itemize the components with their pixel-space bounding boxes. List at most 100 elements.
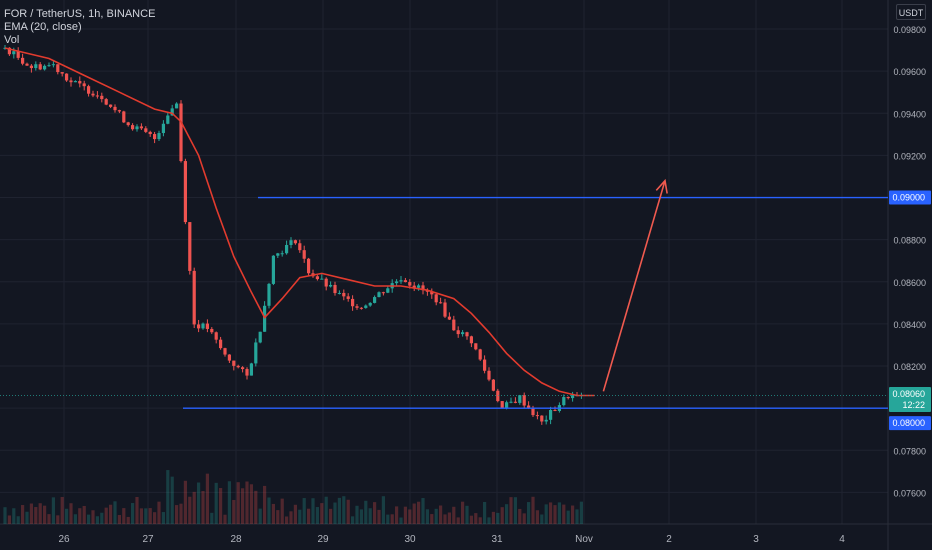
candle-body bbox=[469, 336, 473, 344]
candle-body bbox=[7, 47, 11, 55]
symbol-label[interactable]: FOR / TetherUS, 1h, BINANCE bbox=[4, 8, 156, 20]
volume-bar bbox=[302, 498, 306, 524]
candle-body bbox=[236, 365, 240, 368]
volume-bar bbox=[417, 501, 421, 524]
volume-bar bbox=[29, 503, 33, 524]
resistance-price-badge bbox=[889, 190, 931, 205]
volume-bar bbox=[21, 505, 25, 524]
candle-body bbox=[117, 110, 121, 112]
volume-bar bbox=[139, 508, 143, 524]
volume-indicator-label[interactable]: Vol bbox=[4, 34, 20, 46]
volume-bar bbox=[166, 470, 170, 524]
volume-bar bbox=[60, 496, 64, 524]
candle-body bbox=[553, 409, 557, 412]
volume-bar bbox=[390, 514, 394, 524]
volume-bar bbox=[148, 508, 152, 524]
candle-body bbox=[346, 296, 350, 299]
candle-body bbox=[386, 288, 390, 293]
volume-bar bbox=[298, 509, 302, 524]
volume-bar bbox=[447, 512, 451, 524]
candle-body bbox=[531, 408, 535, 416]
candle-body bbox=[16, 51, 20, 58]
candle-body bbox=[315, 276, 319, 280]
volume-bar bbox=[333, 502, 337, 524]
volume-bar bbox=[104, 507, 108, 524]
volume-bar bbox=[227, 481, 231, 524]
price-axis-unit-button[interactable]: USDT bbox=[896, 4, 926, 20]
candle-body bbox=[183, 161, 187, 223]
candle-body bbox=[544, 419, 548, 422]
date-tick-label: 26 bbox=[58, 534, 70, 545]
volume-bar bbox=[311, 498, 315, 524]
candle-body bbox=[399, 280, 403, 282]
projection-arrowhead bbox=[655, 178, 668, 194]
volume-bar bbox=[7, 515, 11, 524]
candle-body bbox=[157, 133, 161, 140]
candle-body bbox=[535, 415, 539, 417]
candle-body bbox=[245, 369, 249, 376]
volume-bar bbox=[144, 508, 148, 524]
volume-bar bbox=[95, 516, 99, 524]
volume-bar bbox=[73, 514, 77, 524]
candle-body bbox=[227, 354, 231, 361]
candle-body bbox=[201, 323, 205, 329]
volume-bar bbox=[25, 511, 29, 524]
candle-body bbox=[333, 284, 337, 294]
current-price-label: 0.08060 bbox=[892, 389, 925, 399]
candle-body bbox=[359, 307, 363, 309]
candle-body bbox=[518, 395, 522, 403]
candle-body bbox=[135, 126, 139, 130]
volume-bar bbox=[368, 508, 372, 524]
volume-bar bbox=[540, 514, 544, 524]
candle-body bbox=[51, 64, 55, 66]
candle-body bbox=[271, 255, 275, 284]
volume-bar bbox=[557, 502, 561, 524]
candle-body bbox=[500, 401, 504, 408]
volume-bar bbox=[412, 503, 416, 524]
candle-body bbox=[509, 401, 513, 403]
volume-bar bbox=[126, 516, 130, 524]
candle-body bbox=[364, 305, 368, 308]
date-tick-label: Nov bbox=[575, 534, 593, 545]
volume-bar bbox=[43, 505, 47, 524]
volume-bar bbox=[65, 508, 69, 524]
candle-body bbox=[439, 302, 443, 304]
volume-bar bbox=[425, 509, 429, 524]
candle-body bbox=[232, 360, 236, 366]
volume-bar bbox=[496, 512, 500, 524]
price-tick-label: 0.08600 bbox=[893, 278, 926, 288]
price-tick-label: 0.09200 bbox=[893, 151, 926, 161]
candle-body bbox=[381, 292, 385, 294]
volume-bar bbox=[183, 480, 187, 524]
volume-bar bbox=[289, 511, 293, 524]
date-tick-label: 27 bbox=[142, 534, 154, 545]
candle-body bbox=[293, 240, 297, 244]
volume-bar bbox=[395, 506, 399, 524]
volume-bar bbox=[571, 505, 575, 524]
volume-bar bbox=[16, 516, 20, 524]
volume-bar bbox=[518, 508, 522, 524]
volume-bar bbox=[205, 473, 209, 524]
volume-bar bbox=[355, 505, 359, 524]
candle-body bbox=[170, 108, 174, 116]
candle-body bbox=[104, 99, 108, 105]
candle-body bbox=[443, 302, 447, 317]
volume-bar bbox=[549, 502, 553, 524]
volume-bar bbox=[285, 516, 289, 524]
date-tick-label: 3 bbox=[753, 534, 759, 545]
candle-body bbox=[307, 258, 311, 274]
date-tick-label: 30 bbox=[404, 534, 416, 545]
volume-bar bbox=[135, 496, 139, 524]
candle-body bbox=[122, 111, 126, 123]
projection-arrow-line[interactable] bbox=[602, 180, 666, 392]
candle-body bbox=[249, 363, 253, 376]
ema-indicator-label[interactable]: EMA (20, close) bbox=[4, 21, 82, 33]
volume-bar bbox=[487, 517, 491, 524]
volume-bar bbox=[500, 507, 504, 524]
candle-body bbox=[219, 339, 223, 349]
volume-bar bbox=[439, 505, 443, 524]
volume-bar bbox=[91, 510, 95, 524]
volume-bar bbox=[469, 515, 473, 524]
volume-bar bbox=[47, 514, 51, 524]
